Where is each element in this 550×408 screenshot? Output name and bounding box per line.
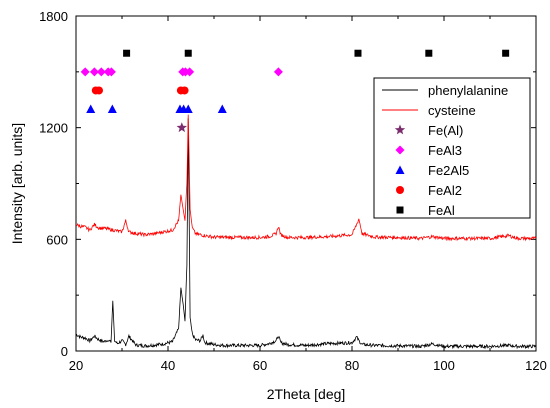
- marker-FeAl3: [96, 67, 106, 77]
- marker-FeAl3: [89, 67, 99, 77]
- legend: phenylalanine cysteine Fe(Al) FeAl3 Fe2Al5 Fe…: [373, 77, 531, 219]
- marker-FeAl: [425, 49, 433, 57]
- legend-label: Fe2Al5: [428, 163, 469, 178]
- marker-FeAl3: [185, 67, 195, 77]
- marker-Fe2Al5: [217, 104, 227, 114]
- x-axis-title: 2Theta [deg]: [267, 386, 346, 402]
- y-tick-label: 600: [46, 232, 68, 247]
- y-axis-title: Intensity [arb. units]: [9, 123, 25, 244]
- phase-markers: [80, 49, 510, 133]
- marker-FeAl3: [80, 67, 90, 77]
- series-line-phenylalanine: [75, 118, 537, 350]
- legend-label: FeAl3: [428, 143, 462, 158]
- x-tick-label: 40: [161, 358, 175, 373]
- x-tick-label: 80: [345, 358, 359, 373]
- x-tick-label: 100: [433, 358, 455, 373]
- y-tick-label: 0: [61, 344, 68, 359]
- marker-FeAl2: [95, 86, 103, 95]
- series-lines: [75, 114, 537, 350]
- x-tick-label: 120: [525, 358, 547, 373]
- legend-swatch-Fe2Al5: [395, 165, 405, 174]
- legend-label: phenylalanine: [428, 83, 508, 98]
- x-tick-label: 20: [69, 358, 83, 373]
- marker-FeAl3: [106, 67, 116, 77]
- series-line-cysteine: [75, 114, 537, 242]
- marker-FeAl: [502, 49, 510, 57]
- marker-FeAl3: [273, 67, 283, 77]
- legend-label: FeAl2: [428, 183, 462, 198]
- legend-swatch-FeAl3: [395, 145, 405, 155]
- y-tick-label: 1200: [39, 121, 68, 136]
- marker-Fe2Al5: [86, 104, 96, 114]
- marker-Fe2Al5: [183, 104, 193, 114]
- x-tick-label: 60: [253, 358, 267, 373]
- legend-label: Fe(Al): [428, 123, 463, 138]
- marker-FeAl2: [180, 86, 189, 95]
- legend-label: FeAl: [428, 203, 455, 218]
- marker-FeAl: [123, 49, 131, 57]
- marker-Fe2Al5: [107, 104, 117, 114]
- marker-FeAl: [354, 49, 362, 57]
- legend-swatch-FeAl: [396, 206, 404, 214]
- legend-swatch-Fe(Al): [394, 124, 406, 135]
- y-tick-label: 1800: [39, 9, 68, 24]
- axis-ticks: [75, 15, 537, 352]
- legend-swatch-FeAl2: [396, 186, 404, 194]
- marker-FeAl: [184, 49, 192, 57]
- marker-Fe(Al): [176, 122, 187, 133]
- legend-label: cysteine: [428, 103, 476, 118]
